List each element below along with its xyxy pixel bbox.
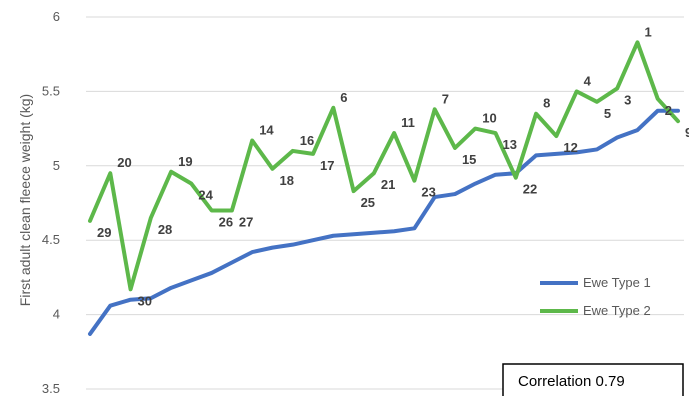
point-label: 9 [685,125,689,140]
point-label: 6 [340,90,347,105]
point-label: 22 [523,182,537,197]
point-label: 11 [401,115,415,130]
y-tick-label: 6 [53,9,60,24]
legend-label-2: Ewe Type 2 [583,303,651,318]
point-label: 28 [158,222,172,237]
y-tick-label: 3.5 [42,381,60,396]
point-label: 17 [320,158,334,173]
point-label: 8 [543,96,550,111]
point-label: 27 [239,214,253,229]
point-label: 12 [563,140,577,155]
point-label: 18 [279,173,293,188]
point-label: 19 [178,154,192,169]
point-label: 13 [503,137,517,152]
point-label: 7 [442,91,449,106]
point-label: 25 [361,195,375,210]
point-label: 24 [198,188,213,203]
point-label: 3 [624,92,631,107]
point-label: 5 [604,106,611,121]
y-tick-label: 4 [53,307,60,322]
point-label: 23 [421,185,435,200]
legend-label-1: Ewe Type 1 [583,275,651,290]
point-label: 30 [138,293,152,308]
point-label: 10 [482,111,496,126]
correlation-box [502,363,684,396]
point-label: 4 [584,73,592,88]
point-label: 29 [97,225,111,240]
y-tick-label: 4.5 [42,232,60,247]
series-line-2 [88,40,680,292]
point-label: 15 [462,152,476,167]
point-label: 1 [644,24,651,39]
point-label: 14 [259,123,274,138]
y-axis-label: First adult clean fleece weight (kg) [17,94,33,306]
point-label: 16 [300,133,314,148]
y-tick-label: 5 [53,158,60,173]
point-label: 20 [117,155,131,170]
y-tick-label: 5.5 [42,83,60,98]
series-line-1 [88,108,680,336]
point-label: 2 [665,103,672,118]
correlation-label: Correlation 0.79 [518,373,625,390]
point-label: 26 [219,214,233,229]
point-label: 21 [381,177,395,192]
